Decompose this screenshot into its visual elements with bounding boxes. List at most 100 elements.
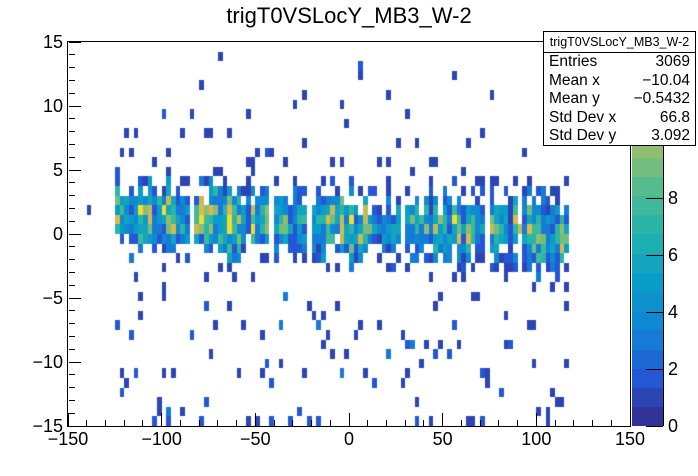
x-minor-tick xyxy=(86,420,88,426)
y-tick-label: 0 xyxy=(52,224,63,244)
x-minor-tick xyxy=(123,420,125,426)
x-minor-tick xyxy=(573,420,575,426)
y-minor-tick xyxy=(69,335,75,337)
x-minor-tick xyxy=(273,420,275,426)
x-major-tick xyxy=(535,413,537,426)
y-tick-label: 5 xyxy=(52,160,63,180)
y-minor-tick xyxy=(69,156,75,158)
y-minor-tick xyxy=(69,412,75,414)
y-tick-label: −10 xyxy=(32,352,63,372)
colorbar-tick-label: 2 xyxy=(668,359,679,380)
colorbar-band xyxy=(632,330,663,350)
y-minor-tick xyxy=(69,284,75,286)
x-minor-tick xyxy=(517,420,519,426)
colorbar-tick-label: 0 xyxy=(668,416,679,436)
stats-row: Mean y −0.5432 xyxy=(544,90,695,109)
y-minor-tick xyxy=(69,374,75,376)
stats-row: Std Dev y 3.092 xyxy=(544,127,695,146)
y-minor-tick xyxy=(69,182,75,184)
stats-row: Mean x −10.04 xyxy=(544,72,695,91)
y-minor-tick xyxy=(69,195,75,197)
chart-title: trigT0VSLocY_MB3_W-2 xyxy=(226,3,472,28)
y-minor-tick xyxy=(69,348,75,350)
x-tick-label: 150 xyxy=(614,429,646,449)
y-major-tick xyxy=(69,425,81,427)
stats-box-title: trigT0VSLocY_MB3_W-2 xyxy=(544,32,695,53)
stats-row-label: Mean x xyxy=(549,71,600,89)
y-minor-tick xyxy=(69,310,75,312)
y-minor-tick xyxy=(69,79,75,81)
stats-row-label: Std Dev y xyxy=(549,127,617,145)
x-tick-label: 50 xyxy=(432,429,453,449)
x-minor-tick xyxy=(179,420,181,426)
colorbar-tick-label: 6 xyxy=(668,245,679,266)
y-major-tick xyxy=(69,233,81,235)
colorbar-band xyxy=(632,349,663,369)
y-minor-tick xyxy=(69,118,75,120)
x-minor-tick xyxy=(404,420,406,426)
stats-row-value: 3.092 xyxy=(651,127,690,145)
colorbar-axis-line xyxy=(663,42,664,426)
y-minor-tick xyxy=(69,387,75,389)
colorbar-tick xyxy=(646,425,663,427)
x-major-tick xyxy=(629,413,631,426)
colorbar-band xyxy=(632,157,663,177)
x-tick-label: 0 xyxy=(343,429,354,449)
colorbar-band xyxy=(632,291,663,312)
x-minor-tick xyxy=(236,420,238,426)
colorbar-tick-label: 8 xyxy=(668,188,679,209)
x-minor-tick xyxy=(198,420,200,426)
colorbar-tick xyxy=(646,311,663,313)
y-major-tick xyxy=(69,361,81,363)
y-minor-tick xyxy=(69,259,75,261)
colorbar-band xyxy=(632,272,663,293)
stats-row-value: −0.5432 xyxy=(633,90,690,108)
x-minor-tick xyxy=(217,420,219,426)
stats-row-label: Entries xyxy=(549,53,598,71)
y-major-tick xyxy=(69,105,81,107)
colorbar-band xyxy=(632,387,663,408)
x-minor-tick xyxy=(592,420,594,426)
colorbar-band xyxy=(632,253,663,273)
y-major-tick xyxy=(69,169,81,171)
colorbar-tick-label: 4 xyxy=(668,302,679,323)
colorbar-band xyxy=(632,234,663,254)
stats-row-label: Std Dev x xyxy=(549,108,617,126)
x-minor-tick xyxy=(498,420,500,426)
x-tick-label: 100 xyxy=(521,429,552,449)
colorbar-band xyxy=(632,214,663,235)
colorbar-band xyxy=(632,406,663,427)
x-minor-tick xyxy=(292,420,294,426)
y-minor-tick xyxy=(69,246,75,248)
x-minor-tick xyxy=(610,420,612,426)
y-major-tick xyxy=(69,41,81,43)
stats-row: Std Dev x 66.8 xyxy=(544,109,695,128)
stats-row-value: −10.04 xyxy=(642,71,690,89)
y-tick-label: 15 xyxy=(42,32,63,52)
colorbar-band xyxy=(632,195,663,216)
x-minor-tick xyxy=(104,420,106,426)
x-minor-tick xyxy=(311,420,313,426)
x-tick-label: −150 xyxy=(47,429,89,449)
colorbar-tick xyxy=(646,197,663,199)
x-major-tick xyxy=(442,413,444,426)
x-tick-label: −50 xyxy=(240,429,271,449)
x-minor-tick xyxy=(385,420,387,426)
x-major-tick xyxy=(161,413,163,426)
stats-row-label: Mean y xyxy=(549,90,600,108)
y-minor-tick xyxy=(69,67,75,69)
y-tick-label: −15 xyxy=(32,416,63,436)
heatmap-plot-area xyxy=(68,42,630,426)
y-major-tick xyxy=(69,297,81,299)
colorbar-band xyxy=(632,368,663,389)
x-major-tick xyxy=(254,413,256,426)
y-minor-tick xyxy=(69,207,75,209)
x-minor-tick xyxy=(367,420,369,426)
y-minor-tick xyxy=(69,92,75,94)
stats-row: Entries 3069 xyxy=(544,53,695,72)
stats-row-value: 3069 xyxy=(655,53,690,71)
y-tick-label: −5 xyxy=(42,288,63,308)
x-tick-label: −100 xyxy=(141,429,182,449)
stats-box-rows: Entries 3069 Mean x −10.04 Mean y −0.5432 Std … xyxy=(544,53,695,146)
x-minor-tick xyxy=(423,420,425,426)
